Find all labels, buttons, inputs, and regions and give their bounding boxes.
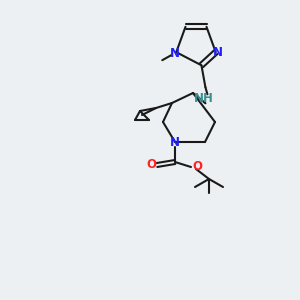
Text: N: N — [170, 136, 180, 149]
Text: NH: NH — [194, 92, 213, 105]
Text: N: N — [170, 47, 180, 60]
Text: N: N — [213, 46, 223, 59]
Text: O: O — [192, 160, 202, 173]
Text: O: O — [146, 158, 156, 172]
